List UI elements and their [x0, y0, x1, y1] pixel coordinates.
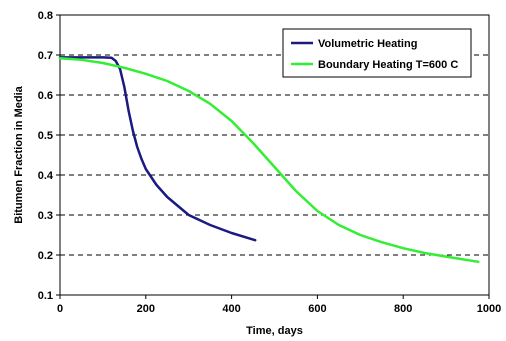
- x-tick-label: 400: [222, 303, 240, 315]
- y-tick-label: 0.6: [38, 90, 53, 102]
- x-tick-label: 200: [137, 303, 155, 315]
- x-tick-label: 0: [57, 303, 63, 315]
- y-tick-label: 0.3: [38, 210, 53, 222]
- series-lines: [58, 56, 480, 264]
- x-tick-label: 1000: [477, 303, 501, 315]
- x-axis-ticks: 0 200 400 600 800 1000: [57, 295, 501, 315]
- y-tick-label: 0.7: [38, 50, 53, 62]
- legend-label-boundary-heating: Boundary Heating T=600 C: [318, 59, 458, 71]
- y-tick-label: 0.1: [38, 290, 53, 302]
- y-tick-label: 0.2: [38, 250, 53, 262]
- y-tick-label: 0.8: [38, 10, 53, 22]
- x-axis-label: Time, days: [246, 325, 303, 337]
- series-line-volumetric-heating: [58, 56, 257, 242]
- series-line-boundary-heating: [58, 56, 480, 264]
- legend-box: [282, 28, 472, 78]
- y-tick-label: 0.5: [38, 130, 53, 142]
- x-tick-label: 600: [308, 303, 326, 315]
- y-axis-label: Bitumen Fraction in Media: [13, 85, 25, 223]
- legend-label-volumetric-heating: Volumetric Heating: [318, 38, 417, 50]
- legend: Volumetric Heating Boundary Heating T=60…: [282, 28, 472, 78]
- x-tick-label: 800: [394, 303, 412, 315]
- y-axis-ticks: 0.1 0.2 0.3 0.4 0.5 0.6 0.7 0.8: [38, 10, 60, 302]
- y-tick-label: 0.4: [38, 170, 54, 182]
